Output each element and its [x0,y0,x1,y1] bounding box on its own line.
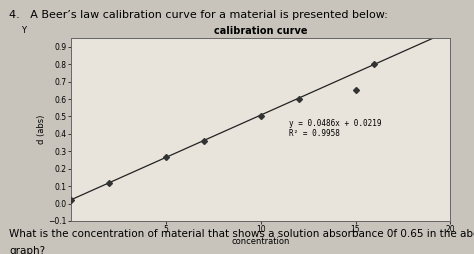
Text: Y: Y [21,26,26,35]
Text: graph?: graph? [9,246,46,254]
X-axis label: concentration: concentration [231,237,290,246]
Y-axis label: d (abs): d (abs) [37,115,46,144]
Text: y = 0.0486x + 0.0219
R² = 0.9958: y = 0.0486x + 0.0219 R² = 0.9958 [289,119,382,138]
Title: calibration curve: calibration curve [214,26,308,36]
Text: What is the concentration of material that shows a solution absorbance 0f 0.65 i: What is the concentration of material th… [9,229,474,239]
Text: 4.   A Beer’s law calibration curve for a material is presented below:: 4. A Beer’s law calibration curve for a … [9,10,388,20]
